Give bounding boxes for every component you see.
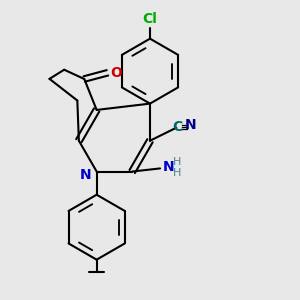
Text: C: C <box>173 120 183 134</box>
Text: H: H <box>173 157 182 166</box>
Text: Cl: Cl <box>142 12 158 26</box>
Text: O: O <box>110 66 122 80</box>
Text: N: N <box>163 160 175 174</box>
Text: N: N <box>185 118 196 132</box>
Text: H: H <box>173 168 182 178</box>
Text: N: N <box>80 168 91 182</box>
